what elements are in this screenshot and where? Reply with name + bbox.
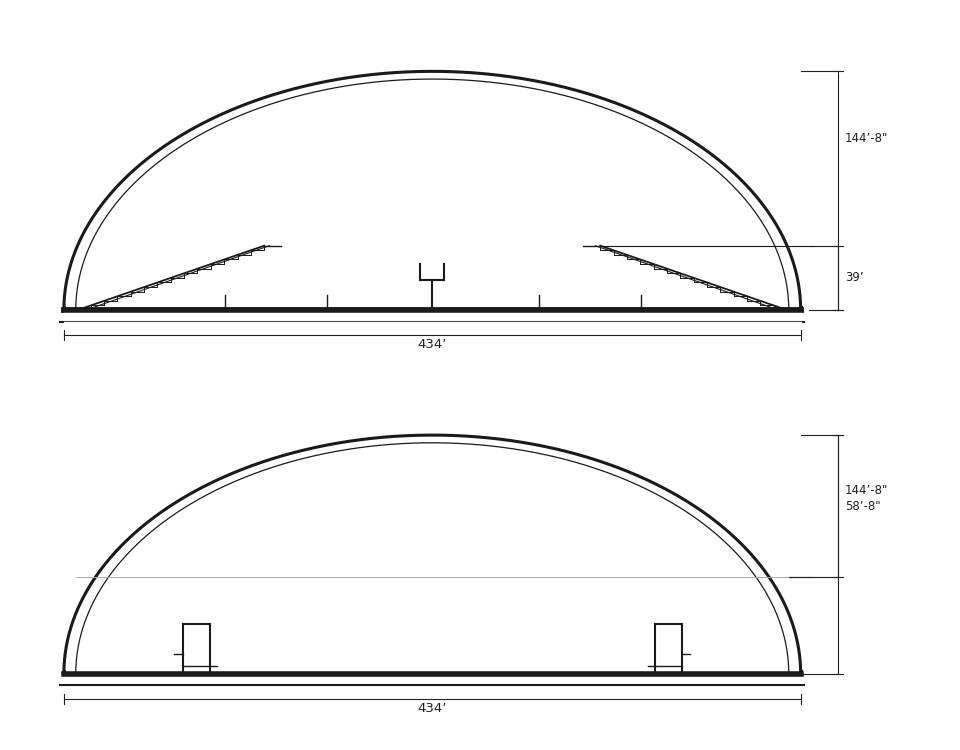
Text: 434’: 434’ (418, 338, 447, 351)
Text: 434’: 434’ (418, 702, 447, 715)
Text: 144’-8": 144’-8" (845, 132, 888, 145)
Text: 144’-8": 144’-8" (845, 484, 888, 496)
Text: 58’-8": 58’-8" (845, 500, 880, 512)
Text: 39’: 39’ (845, 272, 863, 284)
